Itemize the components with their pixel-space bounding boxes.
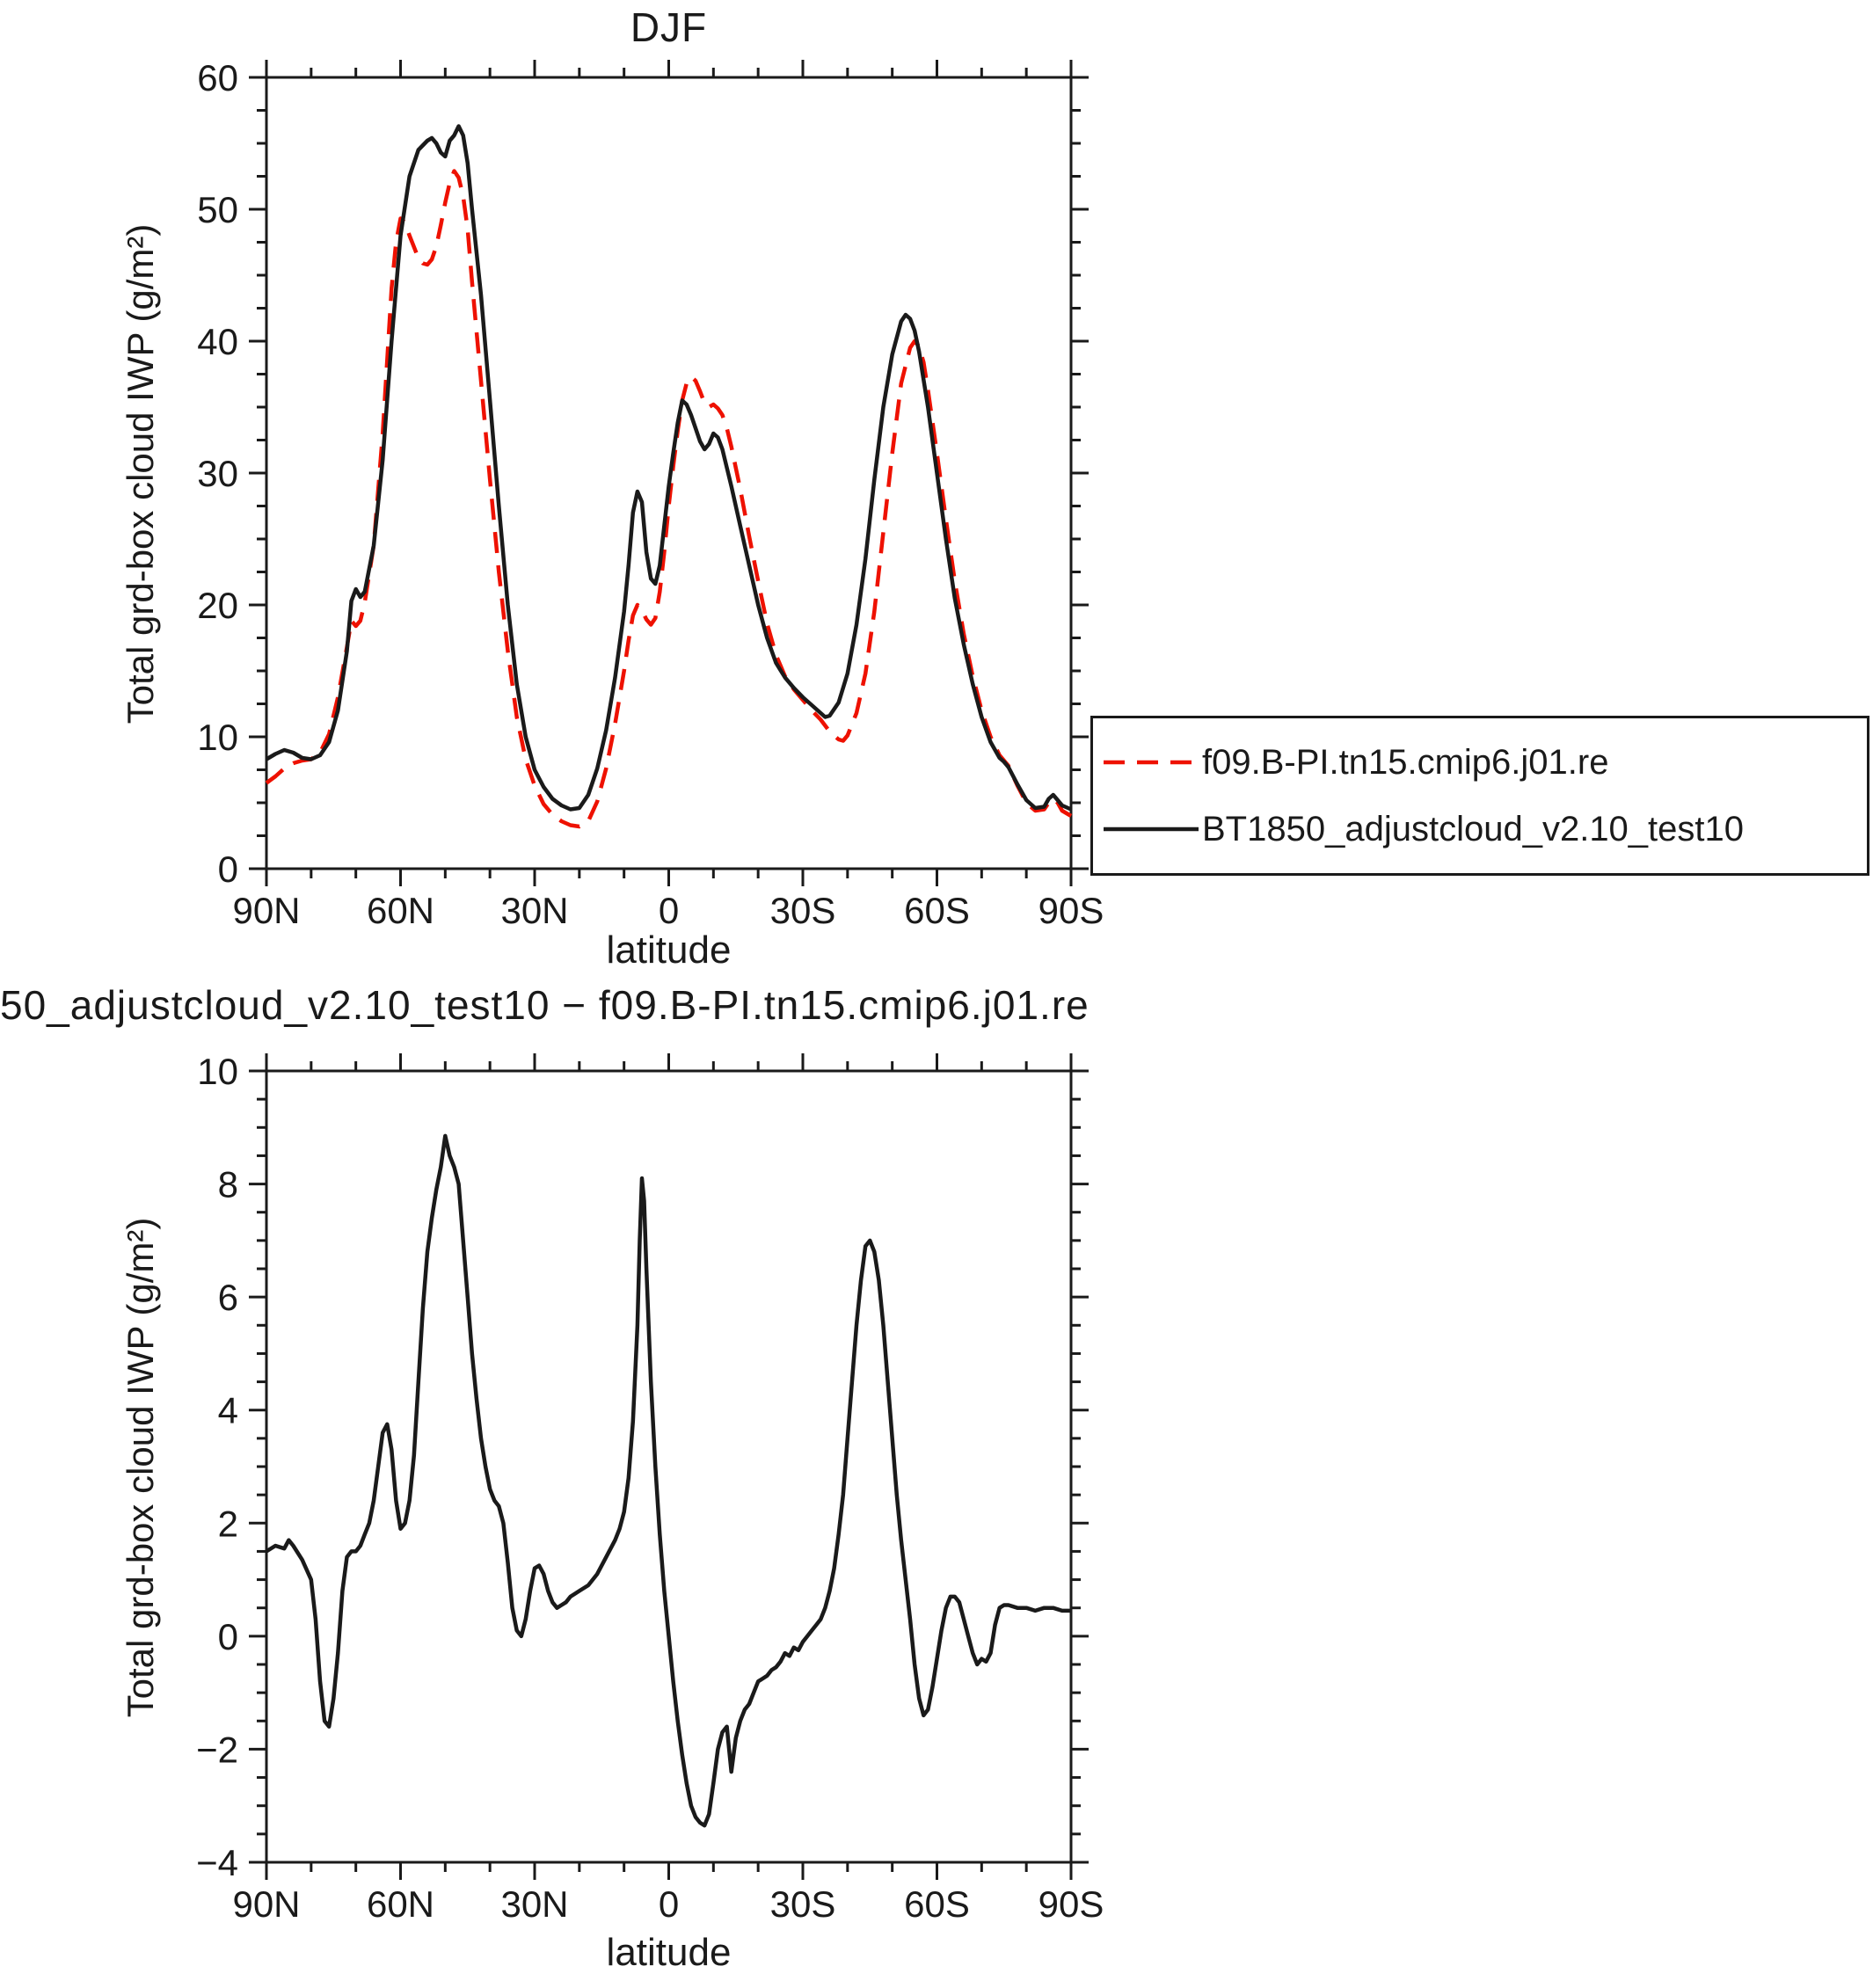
plot-djf: 90N 60N 30N 0 30S 60S 90S 0 10 20 30 40 50 60 [197, 57, 1104, 931]
y-tick-label: 0 [218, 848, 238, 890]
axis-ticks [249, 60, 1089, 886]
y-tick-label: 30 [197, 453, 238, 494]
x-tick-label: 30N [500, 1883, 568, 1925]
y-tick-label: 60 [197, 57, 238, 98]
x-tick-label: 90N [232, 890, 300, 931]
x-tick-label: 30N [500, 890, 568, 931]
x-tick-label: 30S [770, 890, 836, 931]
legend-entry-label: f09.B-PI.tn15.cmip6.j01.re [1202, 742, 1609, 782]
x-tick-label: 60S [904, 1883, 970, 1925]
legend-entry-bt1850: BT1850_adjustcloud_v2.10_test10 [1093, 796, 1867, 863]
legend-entry-label: BT1850_adjustcloud_v2.10_test10 [1202, 809, 1745, 848]
legend-entry-f09: f09.B-PI.tn15.cmip6.j01.re [1093, 729, 1867, 796]
plot-difference: 90N 60N 30N 0 30S 60S 90S −4 −2 0 2 4 6 8 10 [196, 1051, 1104, 1925]
y-tick-label: −2 [196, 1729, 238, 1770]
chart-title-difference: 50_adjustcloud_v2.10_test10 − f09.B-PI.t… [0, 982, 1090, 1028]
y-tick-label: 8 [218, 1164, 238, 1205]
plot-frame [265, 1069, 1073, 1864]
chart-title-djf: DJF [630, 4, 708, 50]
x-tick-label: 90N [232, 1883, 300, 1925]
y-axis-label-bottom: Total grd-box cloud IWP (g/m²) [120, 1217, 161, 1718]
x-axis-label-bottom: latitude [606, 1931, 732, 1974]
y-tick-label: 10 [197, 1051, 238, 1092]
y-tick-label: 40 [197, 321, 238, 362]
x-tick-label: 30S [770, 1883, 836, 1925]
x-tick-label: 90S [1039, 890, 1104, 931]
series-line-1-0 [265, 1133, 1071, 1828]
axis-ticks [249, 1053, 1089, 1880]
tick-labels: 90N 60N 30N 0 30S 60S 90S −4 −2 0 2 4 6 8 10 [196, 1051, 1104, 1925]
y-axis-label-top: Total grd-box cloud IWP (g/m²) [120, 223, 161, 725]
y-tick-label: 4 [218, 1390, 238, 1431]
red-dashed-line-sample [1104, 760, 1199, 765]
series-line-0-1 [265, 124, 1072, 812]
x-tick-label: 60S [904, 890, 970, 931]
black-solid-line-sample [1104, 827, 1199, 832]
y-tick-label: 2 [218, 1503, 238, 1544]
x-tick-label: 0 [659, 1883, 679, 1925]
legend-box: f09.B-PI.tn15.cmip6.j01.re BT1850_adjust… [1090, 716, 1869, 876]
x-tick-label: 60N [367, 1883, 434, 1925]
y-tick-label: 6 [218, 1277, 238, 1318]
x-axis-label-top: latitude [606, 928, 732, 972]
y-tick-label: 50 [197, 189, 238, 230]
y-tick-label: 0 [218, 1616, 238, 1657]
y-tick-label: 10 [197, 717, 238, 758]
y-tick-label: −4 [196, 1842, 238, 1883]
tick-labels: 90N 60N 30N 0 30S 60S 90S 0 10 20 30 40 50 60 [197, 57, 1104, 931]
x-tick-label: 0 [659, 890, 679, 931]
y-tick-label: 20 [197, 585, 238, 626]
x-tick-label: 90S [1039, 1883, 1104, 1925]
x-tick-label: 60N [367, 890, 434, 931]
